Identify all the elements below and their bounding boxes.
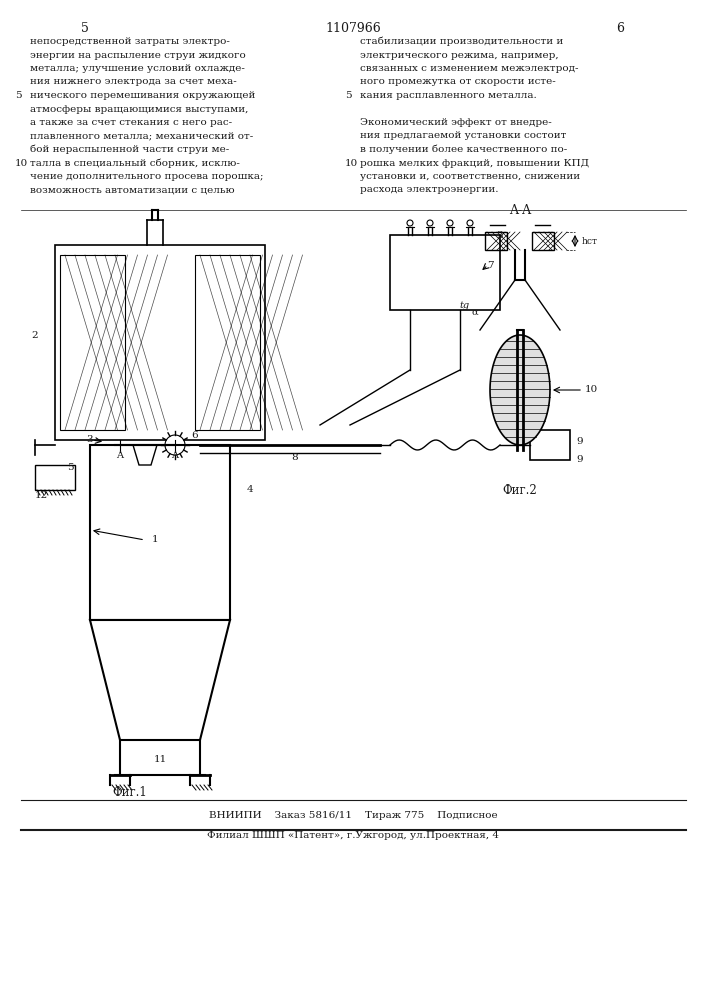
Text: чение дополнительного просева порошка;: чение дополнительного просева порошка;: [30, 172, 264, 181]
Text: 5: 5: [15, 91, 22, 100]
Text: установки и, соответственно, снижении: установки и, соответственно, снижении: [360, 172, 580, 181]
Polygon shape: [90, 620, 230, 740]
Text: металла; улучшение условий охлажде-: металла; улучшение условий охлажде-: [30, 64, 245, 73]
Circle shape: [447, 220, 453, 226]
Text: возможность автоматизации с целью: возможность автоматизации с целью: [30, 186, 235, 194]
Text: в получении более качественного по-: в получении более качественного по-: [360, 145, 567, 154]
Text: бой нераспыленной части струи ме-: бой нераспыленной части струи ме-: [30, 145, 229, 154]
Text: кания расплавленного металла.: кания расплавленного металла.: [360, 91, 537, 100]
Bar: [35, 465, 75, 490]
Text: ного промежутка от скорости исте-: ного промежутка от скорости исте-: [360, 78, 556, 87]
Text: расхода электроэнергии.: расхода электроэнергии.: [360, 186, 498, 194]
Text: плавленного металла; механический от-: плавленного металла; механический от-: [30, 131, 253, 140]
Text: Экономический эффект от внедре-: Экономический эффект от внедре-: [360, 118, 551, 127]
Text: ния предлагаемой установки состоит: ния предлагаемой установки состоит: [360, 131, 566, 140]
Text: 2: 2: [32, 330, 38, 340]
Text: Филиал ШШП «Патент», г.Ужгород, ул.Проектная, 4: Филиал ШШП «Патент», г.Ужгород, ул.Проек…: [207, 830, 499, 840]
Text: а также за счет стекания с него рас-: а также за счет стекания с него рас-: [30, 118, 232, 127]
Text: 9: 9: [577, 438, 583, 446]
Text: ВНИИПИ    Заказ 5816/11    Тираж 775    Подписное: ВНИИПИ Заказ 5816/11 Тираж 775 Подписное: [209, 810, 497, 820]
Text: hст: hст: [582, 236, 598, 245]
Text: 6: 6: [192, 430, 198, 440]
Text: Фиг.1: Фиг.1: [112, 786, 147, 798]
Text: A: A: [117, 450, 124, 460]
Text: α: α: [472, 308, 479, 316]
Text: 5: 5: [81, 22, 89, 35]
Text: талла в специальный сборник, исклю-: талла в специальный сборник, исклю-: [30, 158, 240, 168]
Text: 5: 5: [345, 91, 351, 100]
Text: энергии на распыление струи жидкого: энергии на распыление струи жидкого: [30, 50, 246, 60]
Text: 1107966: 1107966: [325, 22, 381, 35]
Text: стабилизации производительности и: стабилизации производительности и: [360, 37, 563, 46]
Polygon shape: [133, 445, 157, 465]
Bar: [390, 235, 500, 310]
Bar: [532, 232, 554, 250]
Text: 12: 12: [35, 490, 48, 499]
Bar: [195, 255, 260, 430]
Text: 7: 7: [486, 260, 493, 269]
Text: 10: 10: [345, 158, 358, 167]
Text: 10: 10: [585, 385, 598, 394]
Text: 4: 4: [247, 486, 253, 494]
Text: 3: 3: [87, 436, 93, 444]
Text: 1: 1: [152, 536, 158, 544]
Text: 9: 9: [577, 456, 583, 464]
Text: A-A: A-A: [509, 204, 531, 217]
Bar: [530, 430, 570, 460]
Circle shape: [467, 220, 473, 226]
Text: 3: 3: [497, 231, 503, 239]
Polygon shape: [490, 335, 550, 445]
Text: 5: 5: [66, 462, 74, 472]
Bar: [485, 232, 507, 250]
Bar: [90, 445, 230, 620]
Text: ния нижнего электрода за счет меха-: ния нижнего электрода за счет меха-: [30, 78, 237, 87]
Circle shape: [427, 220, 433, 226]
Text: 6: 6: [616, 22, 624, 35]
Text: tg: tg: [460, 300, 470, 310]
Text: рошка мелких фракций, повышении КПД: рошка мелких фракций, повышении КПД: [360, 158, 589, 167]
Text: непосредственной затраты электро-: непосредственной затраты электро-: [30, 37, 230, 46]
Text: 10: 10: [15, 158, 28, 167]
Text: Фиг.2: Фиг.2: [503, 484, 537, 496]
Circle shape: [407, 220, 413, 226]
Text: 8: 8: [292, 452, 298, 462]
Text: A: A: [172, 450, 178, 460]
Circle shape: [165, 435, 185, 455]
Text: 11: 11: [153, 756, 167, 764]
Text: связанных с изменением межэлектрод-: связанных с изменением межэлектрод-: [360, 64, 578, 73]
Bar: [60, 255, 125, 430]
Text: электрического режима, например,: электрического режима, например,: [360, 50, 559, 60]
Text: атмосферы вращающимися выступами,: атмосферы вращающимися выступами,: [30, 104, 248, 113]
Bar: [55, 245, 265, 440]
Text: нического перемешивания окружающей: нического перемешивания окружающей: [30, 91, 255, 100]
